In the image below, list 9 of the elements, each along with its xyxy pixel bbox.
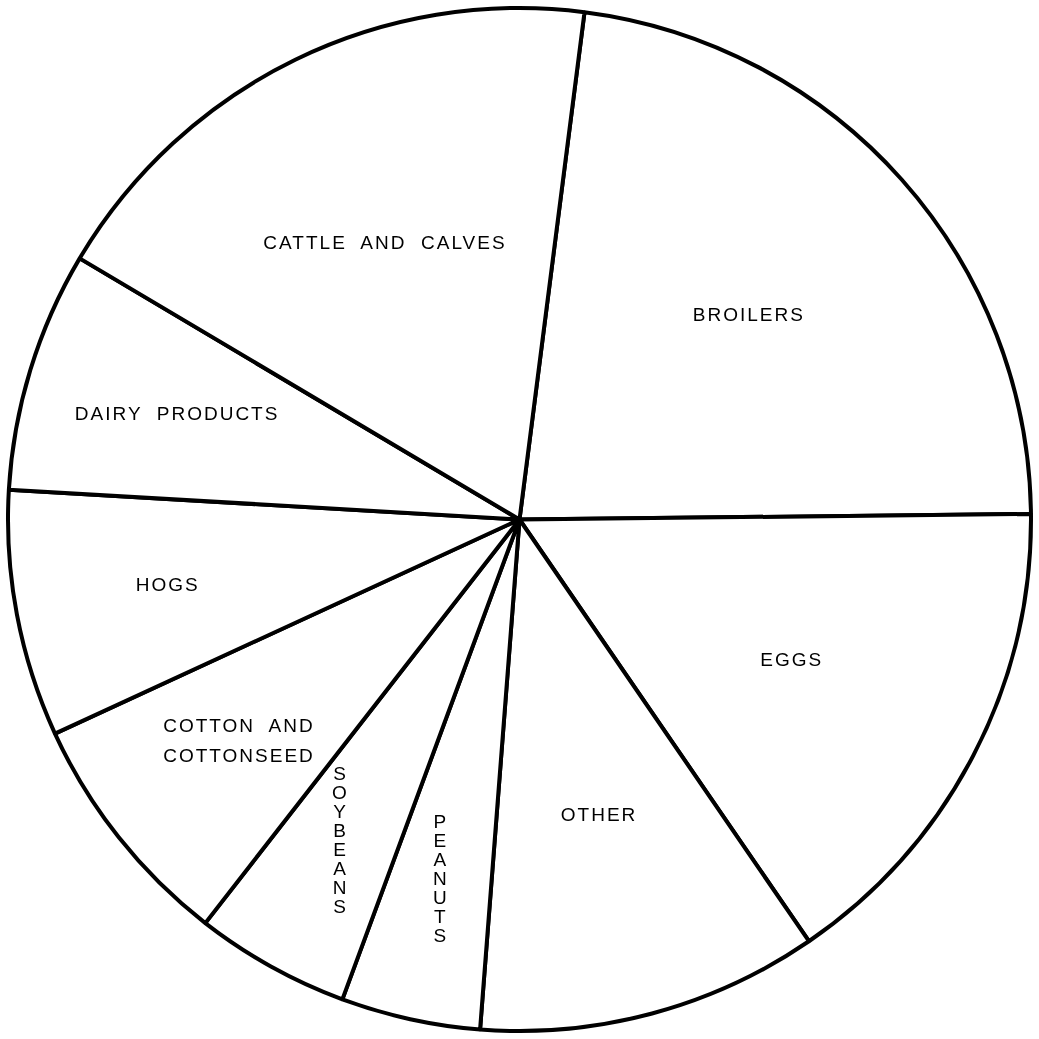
slice-label: DAIRY PRODUCTS (74, 402, 280, 424)
slice-label: OTHER (560, 804, 638, 826)
slice-label: SOYBEANS (332, 763, 349, 918)
slice-label: EGGS (760, 649, 824, 671)
slice-label: COTTON AND COTTONSEED (163, 715, 315, 767)
slice-label: HOGS (135, 574, 200, 596)
slice-label: BROILERS (692, 303, 805, 325)
slice-label: PEANUTS (432, 810, 449, 946)
slice-label: CATTLE AND CALVES (263, 231, 507, 253)
